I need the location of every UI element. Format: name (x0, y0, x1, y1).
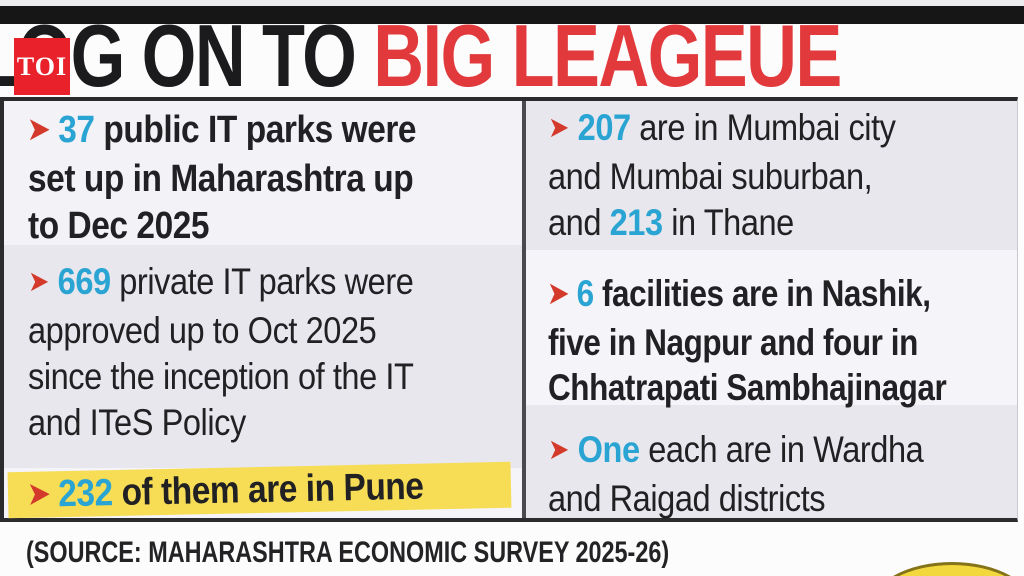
bullet-text: 669 private IT parks were approved up to… (28, 261, 414, 443)
top-strip (0, 0, 1024, 6)
page-title: LOG ON TO BIG LEAGEUE (0, 12, 842, 100)
stat-text: are in Mumbai city and Mumbai suburban, … (548, 107, 896, 243)
stat-text: each are in Wardha and Raigad districts (548, 429, 924, 519)
stat-number: 37 (58, 109, 95, 151)
background-band (4, 245, 522, 468)
stat-text: facilities are in Nashik, five in Nagpur… (548, 273, 947, 408)
background-band (526, 250, 1017, 405)
background-band (526, 405, 1017, 518)
stat-number: 207 (577, 107, 631, 148)
stat-number: One (577, 429, 640, 470)
stat-number: 6 (576, 273, 594, 314)
bullet-text: 232 of them are in Pune (58, 466, 424, 516)
bullet-arrow-icon: ➤ (548, 434, 569, 466)
bullet-private-it-parks: ➤ 669 private IT parks were approved up t… (28, 259, 574, 446)
bullet-arrow-icon: ➤ (548, 278, 569, 310)
stat-number: 213 (609, 202, 663, 243)
column-divider (522, 101, 526, 518)
bullet-text: 6 facilities are in Nashik, five in Nagp… (548, 273, 947, 408)
stat-text: in Thane (662, 202, 794, 243)
stat-number: 669 (57, 261, 111, 302)
bullet-arrow-icon: ➤ (28, 266, 49, 298)
bullet-arrow-icon: ➤ (28, 113, 50, 146)
stats-panel: ➤ 37 public IT parks were set up in Mahar… (0, 97, 1018, 522)
stat-text: private IT parks were approved up to Oct… (28, 261, 414, 443)
bullet-mumbai-thane: ➤ 207 are in Mumbai city and Mumbai subur… (548, 105, 1024, 246)
toi-logo: TOI (14, 38, 70, 95)
pune-highlight: ➤ 232 of them are in Pune (7, 461, 512, 519)
bullet-text: 37 public IT parks were set up in Mahara… (28, 109, 417, 247)
masthead-bar (0, 6, 1024, 24)
toi-logo-text: TOI (16, 51, 68, 81)
stat-text: public IT parks were set up in Maharasht… (28, 109, 417, 247)
stat-number: 232 (57, 472, 114, 516)
source-note: (SOURCE: MAHARASHTRA ECONOMIC SURVEY 202… (26, 536, 670, 569)
bullet-text: 207 are in Mumbai city and Mumbai suburb… (548, 107, 896, 243)
headline-red-text: BIG LEAGEUE (373, 6, 842, 105)
bullet-text: One each are in Wardha and Raigad distri… (548, 429, 924, 519)
background-band (4, 101, 522, 245)
bullet-public-it-parks: ➤ 37 public IT parks were set up in Mahar… (28, 107, 574, 250)
background-band (526, 101, 1017, 250)
smiley-emoji-face (870, 562, 1024, 576)
bullet-arrow-icon: ➤ (548, 112, 569, 144)
stat-text: of them are in Pune (112, 465, 424, 515)
bullet-nashik-nagpur: ➤ 6 facilities are in Nashik, five in Nag… (548, 271, 1024, 410)
bullet-arrow-icon: ➤ (27, 477, 50, 511)
bullet-wardha-raigad: ➤ One each are in Wardha and Raigad distr… (548, 427, 1024, 522)
